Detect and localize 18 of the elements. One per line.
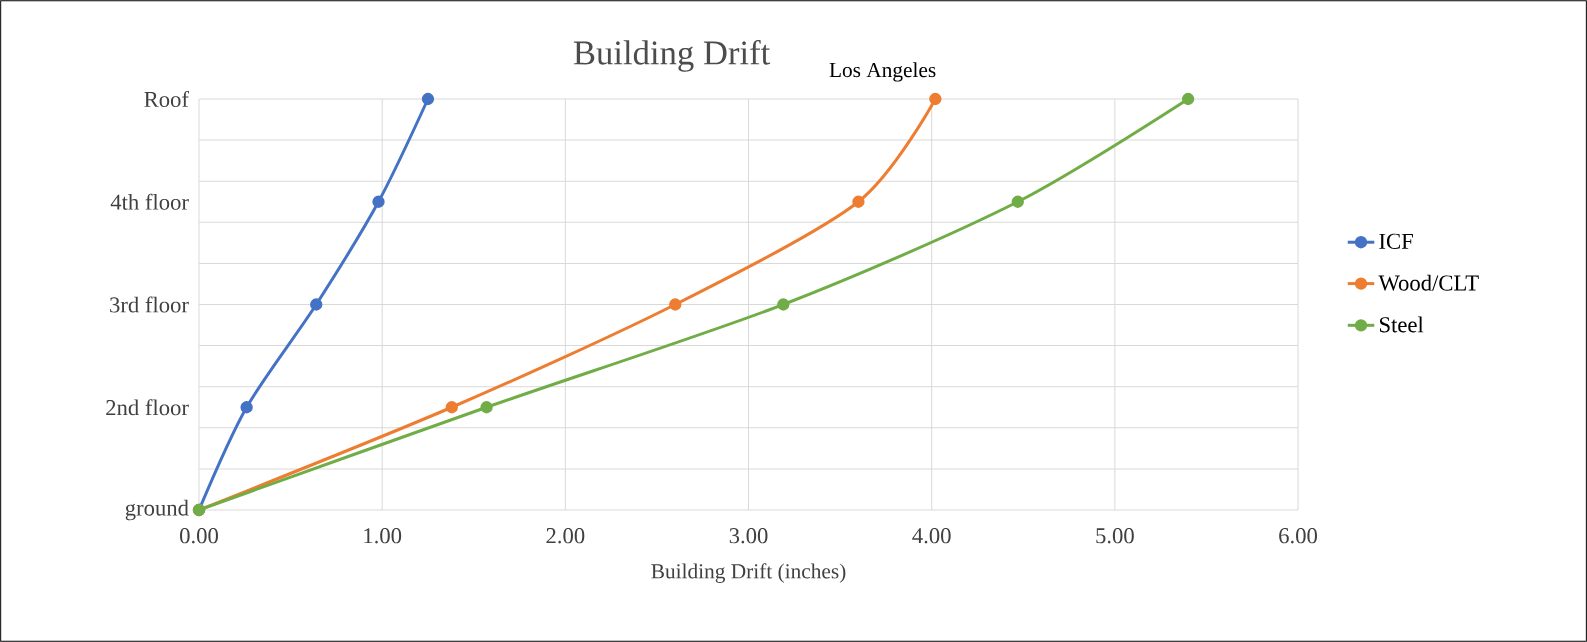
y-tick-label: Roof — [144, 90, 189, 108]
y-tick-label: 4th floor — [110, 193, 189, 210]
x-tick-label: 1.00 — [364, 528, 402, 544]
chart-title: Building Drift — [573, 39, 771, 72]
x-tick-label: 5.00 — [1096, 528, 1134, 544]
x-tick-label: 4.00 — [912, 528, 951, 544]
legend-label: Wood/CLT — [1378, 274, 1479, 291]
x-tick-label: 0.00 — [180, 528, 218, 544]
legend-label: Steel — [1379, 316, 1424, 333]
y-tick-label: ground — [125, 499, 189, 521]
x-tick-label: 6.00 — [1279, 528, 1317, 544]
x-tick-label: 3.00 — [729, 528, 768, 544]
y-tick-label: 3rd floor — [110, 296, 189, 313]
x-tick-label: 2.00 — [546, 528, 585, 544]
chart-subtitle: Los Angeles — [829, 62, 936, 82]
y-tick-label: 2nd floor — [106, 399, 189, 416]
x-axis-title: Building Drift (inches) — [651, 563, 846, 583]
legend-label: ICF — [1379, 233, 1413, 249]
